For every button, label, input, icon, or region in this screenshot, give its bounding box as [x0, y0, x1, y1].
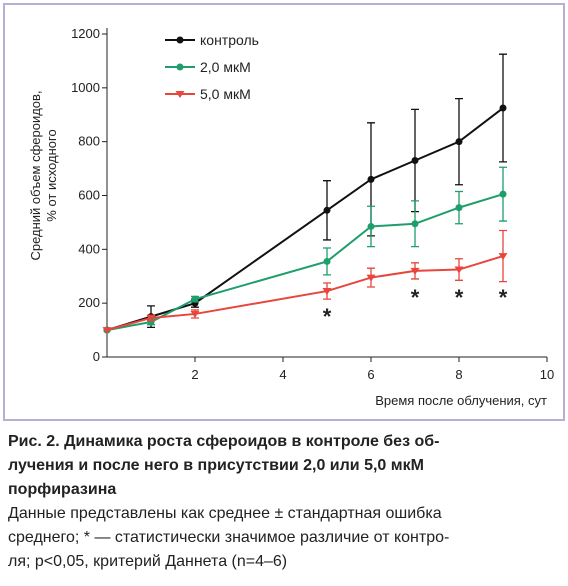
caption: Рис. 2. Динамика роста сфероидов в контр… — [8, 430, 564, 574]
marker — [146, 314, 156, 322]
marker — [367, 175, 375, 183]
marker — [499, 190, 507, 198]
line — [106, 193, 504, 332]
series — [106, 53, 507, 332]
line — [106, 255, 504, 332]
marker — [322, 288, 332, 296]
marker — [498, 253, 508, 261]
marker — [176, 36, 184, 44]
legend-label: 5,0 мкМ — [200, 86, 251, 102]
series — [106, 166, 507, 332]
marker — [454, 266, 464, 274]
marker — [499, 104, 507, 112]
legend-label: 2,0 мкМ — [200, 59, 251, 75]
marker — [176, 63, 184, 71]
marker — [411, 157, 419, 165]
x-tick-label: 8 — [455, 367, 462, 382]
annotation: * — [455, 285, 464, 310]
y-axis-label: Средний объем сфероидов, — [28, 90, 43, 260]
y-axis-label: % от исходного — [44, 129, 59, 221]
marker — [191, 295, 199, 303]
y-tick-label: 800 — [78, 134, 100, 149]
y-tick-label: 600 — [78, 188, 100, 203]
caption-line: Данные представлены как среднее ± станда… — [8, 505, 442, 522]
y-tick-label: 1200 — [71, 26, 100, 41]
marker — [323, 206, 331, 214]
x-tick-label: 4 — [279, 367, 286, 382]
caption-line: порфиразина — [8, 481, 117, 498]
marker — [175, 91, 185, 98]
line — [106, 107, 504, 332]
caption-line: среднего; * — статистически значимое раз… — [8, 529, 450, 546]
marker — [367, 222, 375, 230]
marker — [411, 220, 419, 228]
y-tick-label: 1000 — [71, 80, 100, 95]
marker — [455, 204, 463, 212]
y-tick-label: 400 — [78, 241, 100, 256]
chart: 0 200 400 600 800 1000 1200 2 4 6 8 10 Время после о… — [28, 26, 554, 408]
annotation: * — [323, 304, 332, 329]
x-tick-label: 10 — [540, 367, 554, 382]
marker — [102, 327, 112, 335]
legend-label: контроль — [200, 32, 259, 48]
caption-line: ля; p<0,05, критерий Даннета (n=4–6) — [8, 553, 288, 570]
y-tick-label: 200 — [78, 295, 100, 310]
y-tick-label: 0 — [93, 349, 100, 364]
marker — [366, 274, 376, 282]
marker — [190, 310, 200, 318]
annotation: * — [411, 285, 420, 310]
marker — [323, 257, 331, 265]
chart-frame — [3, 3, 565, 421]
series — [106, 229, 507, 332]
x-axis-label: Время после облучения, сут — [375, 393, 547, 408]
caption-line: лучения и после него в присутствии 2,0 и… — [8, 457, 424, 474]
x-tick-label: 2 — [191, 367, 198, 382]
x-tick-label: 6 — [367, 367, 374, 382]
annotation: * — [499, 285, 508, 310]
marker — [410, 267, 420, 275]
caption-line: Рис. 2. Динамика роста сфероидов в контр… — [8, 433, 440, 450]
marker — [455, 138, 463, 146]
